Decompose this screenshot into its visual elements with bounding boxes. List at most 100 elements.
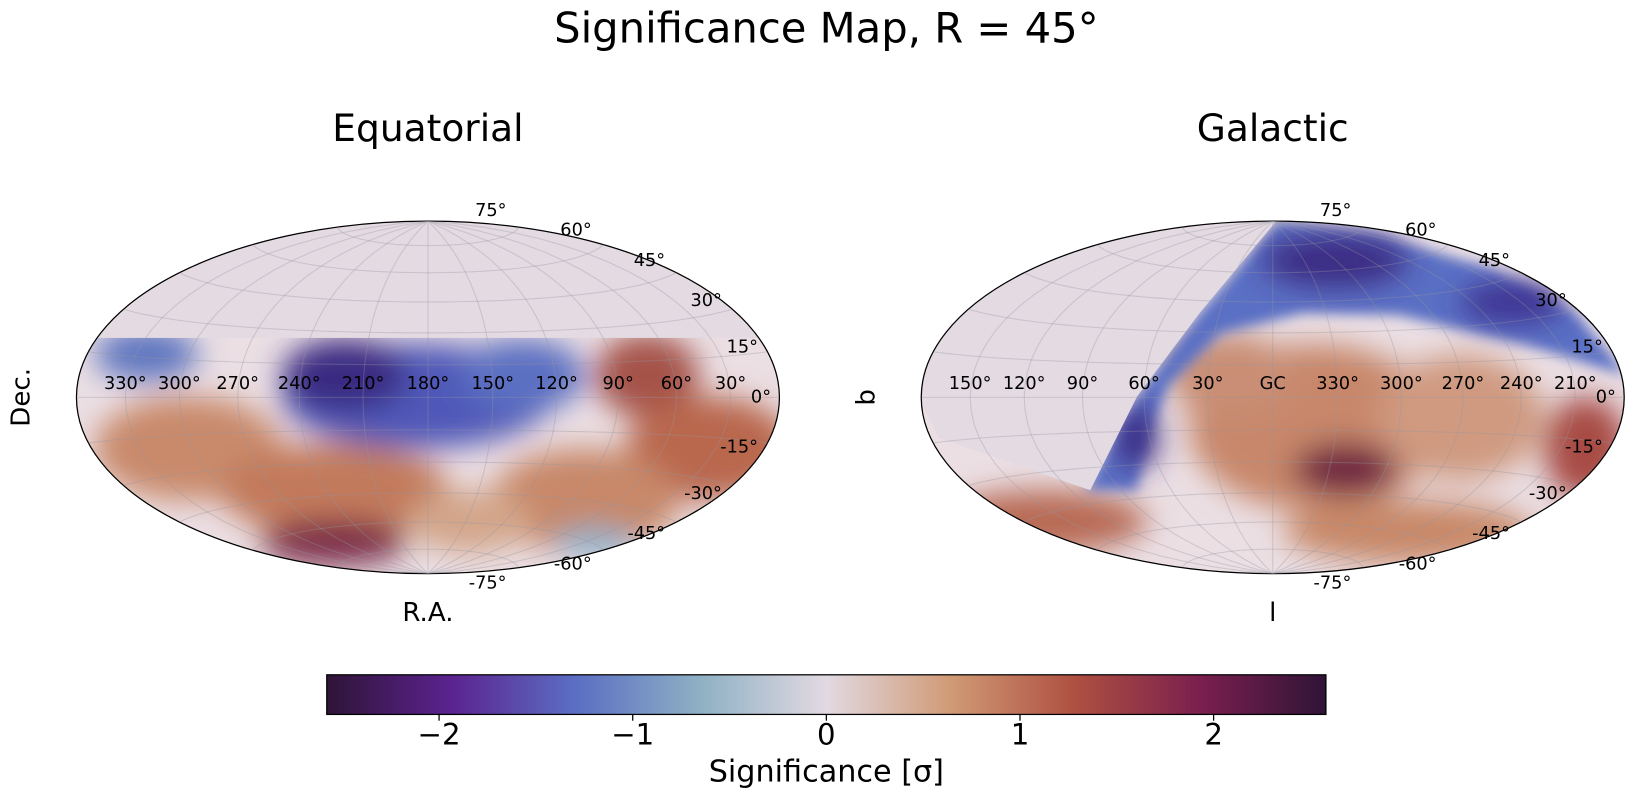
x-tick-label: −2 [418,717,461,751]
x-tick-label: 210° [1554,374,1597,394]
grid-line [427,221,677,574]
grid-line [969,221,1273,574]
grid-line [123,461,733,487]
x-tick-label: 150° [949,374,992,394]
x-tick-label: 240° [1500,374,1543,394]
x-tick-label: 270° [1442,374,1485,394]
x-tick-label: 270° [216,374,259,394]
grid-line [362,221,429,574]
grid-line [1272,221,1576,574]
y-tick-label: 75° [1320,201,1351,221]
figure-title: Significance Map, R = 45° [554,3,1098,52]
y-tick-label: 45° [1479,251,1510,271]
grid-line [968,461,1578,487]
grid-line [427,221,619,574]
x-tick-label: 120° [1003,374,1046,394]
x-axis-label: R.A. [402,598,453,628]
grid-line [968,308,1578,334]
y-tick-label: -75° [1314,574,1352,594]
x-tick-label: 300° [1380,374,1423,394]
grid-line [1023,221,1273,574]
grid-line [124,221,428,574]
y-tick-label: 60° [1405,220,1436,240]
grid-line [88,351,768,366]
x-tick-label: 2 [1204,717,1223,751]
x-tick-label: 60° [1128,374,1159,394]
grid-line [179,272,677,303]
grid-line [1096,521,1449,551]
grid-line [179,492,677,523]
x-tick-label: 300° [158,374,201,394]
y-tick-label: -45° [627,524,665,544]
map-title: Galactic [1197,106,1349,150]
y-tick-label: -75° [469,574,507,594]
y-tick-label: -60° [554,554,592,574]
grid-line [933,351,1613,366]
grid-line [1272,221,1464,574]
y-tick-label: -60° [1399,554,1437,574]
y-axis-label: Dec. [7,368,37,427]
y-tick-label: 0° [1596,387,1616,407]
y-tick-label: -15° [720,437,758,457]
grid-line [1181,226,1365,247]
grid-line [178,221,429,574]
grid-line [1272,221,1339,574]
colorbar [326,674,1327,716]
x-tick-label: 0 [817,717,836,751]
grid-line [298,221,429,574]
grid-line [1181,548,1365,568]
grid-line [1143,221,1273,574]
y-tick-label: -15° [1565,437,1603,457]
colorbar-label: Significance [σ] [709,754,944,789]
grid-line [251,521,604,551]
y-axis-label: b [852,389,882,406]
grid-line [427,221,732,574]
y-tick-label: 0° [751,387,771,407]
graticule [76,221,780,574]
x-axis-label: l [1269,598,1276,628]
grid-line [427,221,494,574]
grid-line [1207,221,1274,574]
y-tick-label: 15° [727,337,758,357]
graticule [921,221,1625,574]
grid-line [1023,492,1522,523]
grid-line [1272,221,1522,574]
y-tick-label: 45° [634,251,665,271]
x-tick-label: 90° [1067,374,1098,394]
y-tick-label: 60° [560,220,591,240]
x-tick-label: 90° [602,374,633,394]
y-tick-label: -30° [1529,484,1567,504]
x-tick-label: 150° [471,374,514,394]
map-border [75,220,781,575]
grid-line [336,226,520,247]
grid-line [933,429,1613,444]
x-tick-label: −1 [611,717,654,751]
x-tick-label: 210° [342,374,385,394]
x-tick-label: 330° [1316,374,1359,394]
grid-line [237,221,429,574]
x-tick-label: 180° [407,374,450,394]
map-border [920,220,1625,575]
x-tick-label: 30° [715,374,746,394]
y-tick-label: 15° [1571,337,1602,357]
grid-line [1272,221,1402,574]
x-tick-label: 1 [1011,717,1030,751]
x-tick-label: 30° [1192,374,1223,394]
map-title: Equatorial [332,106,523,150]
x-tick-label: 240° [278,374,321,394]
grid-line [1081,221,1273,574]
grid-line [1096,244,1449,274]
x-tick-label: GC [1260,374,1286,394]
y-tick-label: -45° [1472,524,1510,544]
y-tick-label: 75° [475,201,506,221]
x-tick-label: 60° [661,374,692,394]
y-tick-label: 30° [1535,291,1566,311]
x-tick-label: 120° [535,374,578,394]
grid-line [427,221,558,574]
grid-line [123,308,733,334]
grid-line [251,244,604,274]
y-tick-label: -30° [684,484,722,504]
grid-line [1023,272,1522,303]
